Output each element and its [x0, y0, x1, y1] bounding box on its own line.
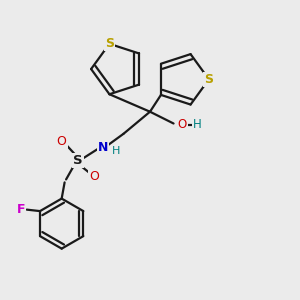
Text: S: S	[73, 154, 83, 167]
Text: N: N	[98, 141, 108, 154]
Text: O: O	[89, 170, 99, 183]
Text: S: S	[105, 37, 114, 50]
Text: H: H	[193, 118, 202, 131]
Text: S: S	[204, 73, 213, 86]
Text: O: O	[57, 135, 67, 148]
Text: O: O	[178, 118, 187, 131]
Text: F: F	[16, 203, 25, 216]
Text: H: H	[112, 146, 120, 156]
